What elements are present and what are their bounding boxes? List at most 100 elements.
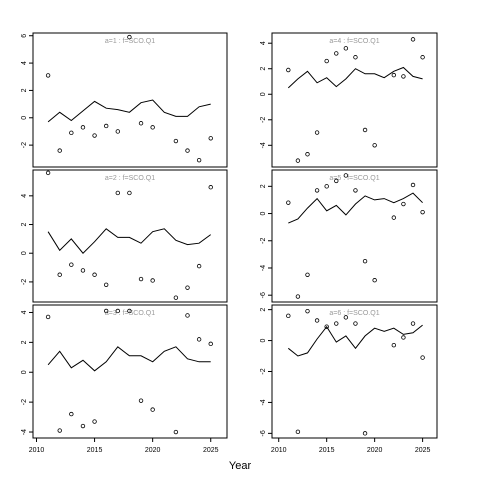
data-point [185, 148, 190, 153]
y-tick-label: -2 [21, 279, 28, 285]
data-point [127, 190, 132, 196]
panel-title: a=2 : f=SCO.Q1 [105, 175, 155, 182]
data-point [208, 341, 213, 347]
data-point [334, 51, 339, 56]
data-point [372, 278, 377, 283]
data-point [295, 429, 301, 435]
y-tick-label: 2 [260, 184, 267, 188]
x-tick-label: 2015 [319, 447, 335, 454]
data-point [208, 136, 213, 141]
data-point [57, 272, 62, 277]
panel-title: a=4 : f=SCO.Q1 [329, 38, 379, 45]
data-point [334, 321, 339, 326]
data-point [391, 343, 397, 348]
y-tick-label: -2 [260, 368, 267, 374]
data-point [127, 308, 132, 314]
data-point [92, 133, 97, 138]
data-point [295, 294, 301, 299]
y-tick-label: -6 [260, 292, 267, 298]
data-point [410, 321, 416, 326]
series-line [47, 99, 211, 123]
data-point [115, 129, 121, 134]
data-point [115, 190, 121, 196]
data-point [401, 335, 406, 340]
panel-title: a=1 : f=SCO.Q1 [105, 38, 155, 45]
data-point [80, 125, 86, 130]
data-point [150, 407, 155, 412]
y-tick-label: -2 [260, 238, 267, 244]
data-point [353, 188, 358, 193]
data-point [92, 272, 97, 277]
data-point [138, 276, 144, 282]
y-tick-label: 0 [260, 339, 267, 343]
series-line [287, 324, 423, 357]
data-point [150, 125, 155, 130]
data-point [150, 278, 155, 283]
data-point [286, 67, 291, 73]
data-point [410, 37, 416, 42]
data-point [362, 127, 368, 133]
y-tick-label: 0 [21, 116, 28, 120]
y-tick-label: 2 [260, 308, 267, 312]
data-point [138, 398, 144, 403]
y-tick-label: 2 [21, 222, 28, 226]
data-point [391, 215, 397, 220]
data-point [305, 152, 310, 157]
data-point [295, 158, 301, 163]
data-point [343, 173, 349, 178]
y-tick-label: 2 [21, 340, 28, 344]
y-tick-label: -4 [21, 429, 28, 435]
data-point [343, 46, 349, 51]
panel-frame [271, 32, 438, 168]
data-point [420, 55, 425, 60]
series-line [288, 192, 423, 224]
data-point [45, 170, 51, 176]
x-tick-label: 2020 [145, 447, 161, 454]
data-point [45, 314, 51, 320]
data-point [286, 200, 291, 205]
data-point [343, 315, 349, 320]
data-point [401, 201, 406, 207]
y-tick-label: -6 [260, 430, 267, 436]
data-point [69, 130, 74, 136]
data-point [173, 295, 179, 300]
x-tick-label: 2025 [415, 447, 431, 454]
data-point [45, 73, 51, 78]
y-tick-label: 0 [260, 211, 267, 215]
y-tick-label: -2 [21, 142, 28, 148]
data-point [391, 72, 397, 78]
data-point [420, 355, 425, 360]
data-point [401, 74, 406, 79]
data-point [80, 423, 86, 429]
y-tick-label: 4 [21, 61, 28, 65]
data-point [196, 157, 202, 163]
data-point [362, 431, 368, 436]
data-point [196, 337, 202, 342]
series-line [47, 228, 211, 254]
panel-frame [32, 304, 228, 439]
x-tick-label: 2010 [271, 447, 287, 454]
data-point [305, 272, 310, 277]
y-tick-label: 0 [21, 251, 28, 255]
y-tick-label: 4 [21, 194, 28, 198]
panel-frame [32, 32, 228, 168]
y-tick-label: 4 [260, 41, 267, 45]
data-point [69, 262, 74, 267]
panel-title: a=3 : f=SCO.Q1 [105, 310, 155, 317]
y-tick-label: -2 [21, 399, 28, 405]
x-tick-label: 2015 [87, 447, 103, 454]
data-point [127, 34, 132, 40]
data-point [420, 209, 425, 215]
data-point [92, 419, 97, 424]
x-tick-label: 2020 [367, 447, 383, 454]
y-tick-label: -4 [260, 399, 267, 405]
data-point [138, 121, 144, 126]
data-point [173, 138, 179, 144]
data-point [334, 178, 339, 184]
x-axis-label: Year [229, 460, 252, 472]
data-point [173, 429, 179, 435]
y-tick-label: 2 [21, 88, 28, 92]
y-tick-label: 4 [21, 310, 28, 314]
data-point [410, 182, 416, 188]
data-point [362, 258, 368, 264]
